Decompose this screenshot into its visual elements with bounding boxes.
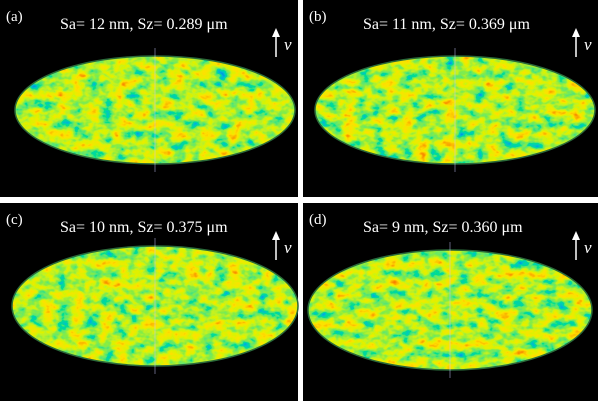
panel-caption: Sa= 10 nm, Sz= 0.375 μm (60, 219, 228, 236)
panel-label: (b) (309, 9, 327, 25)
panel-label: (d) (309, 212, 327, 228)
figure: (a) Sa= 12 nm, Sz= 0.289 μm v (b) Sa= 11 nm,… (0, 0, 598, 401)
panel-label: (c) (6, 212, 23, 228)
panel-label: (a) (6, 9, 23, 25)
direction-label: v (284, 238, 292, 257)
panel: (c) Sa= 10 nm, Sz= 0.375 μm v (0, 203, 298, 401)
direction-label: v (584, 35, 592, 54)
panel: (b) Sa= 11 nm, Sz= 0.369 μm v (303, 0, 598, 197)
direction-label: v (284, 35, 292, 54)
direction-label: v (584, 238, 592, 257)
panel: (d) Sa= 9 nm, Sz= 0.360 μm v (303, 203, 598, 401)
panel-caption: Sa= 11 nm, Sz= 0.369 μm (363, 16, 530, 33)
panel-caption: Sa= 12 nm, Sz= 0.289 μm (60, 16, 228, 33)
panel-caption: Sa= 9 nm, Sz= 0.360 μm (363, 219, 523, 236)
panel: (a) Sa= 12 nm, Sz= 0.289 μm v (0, 0, 298, 197)
